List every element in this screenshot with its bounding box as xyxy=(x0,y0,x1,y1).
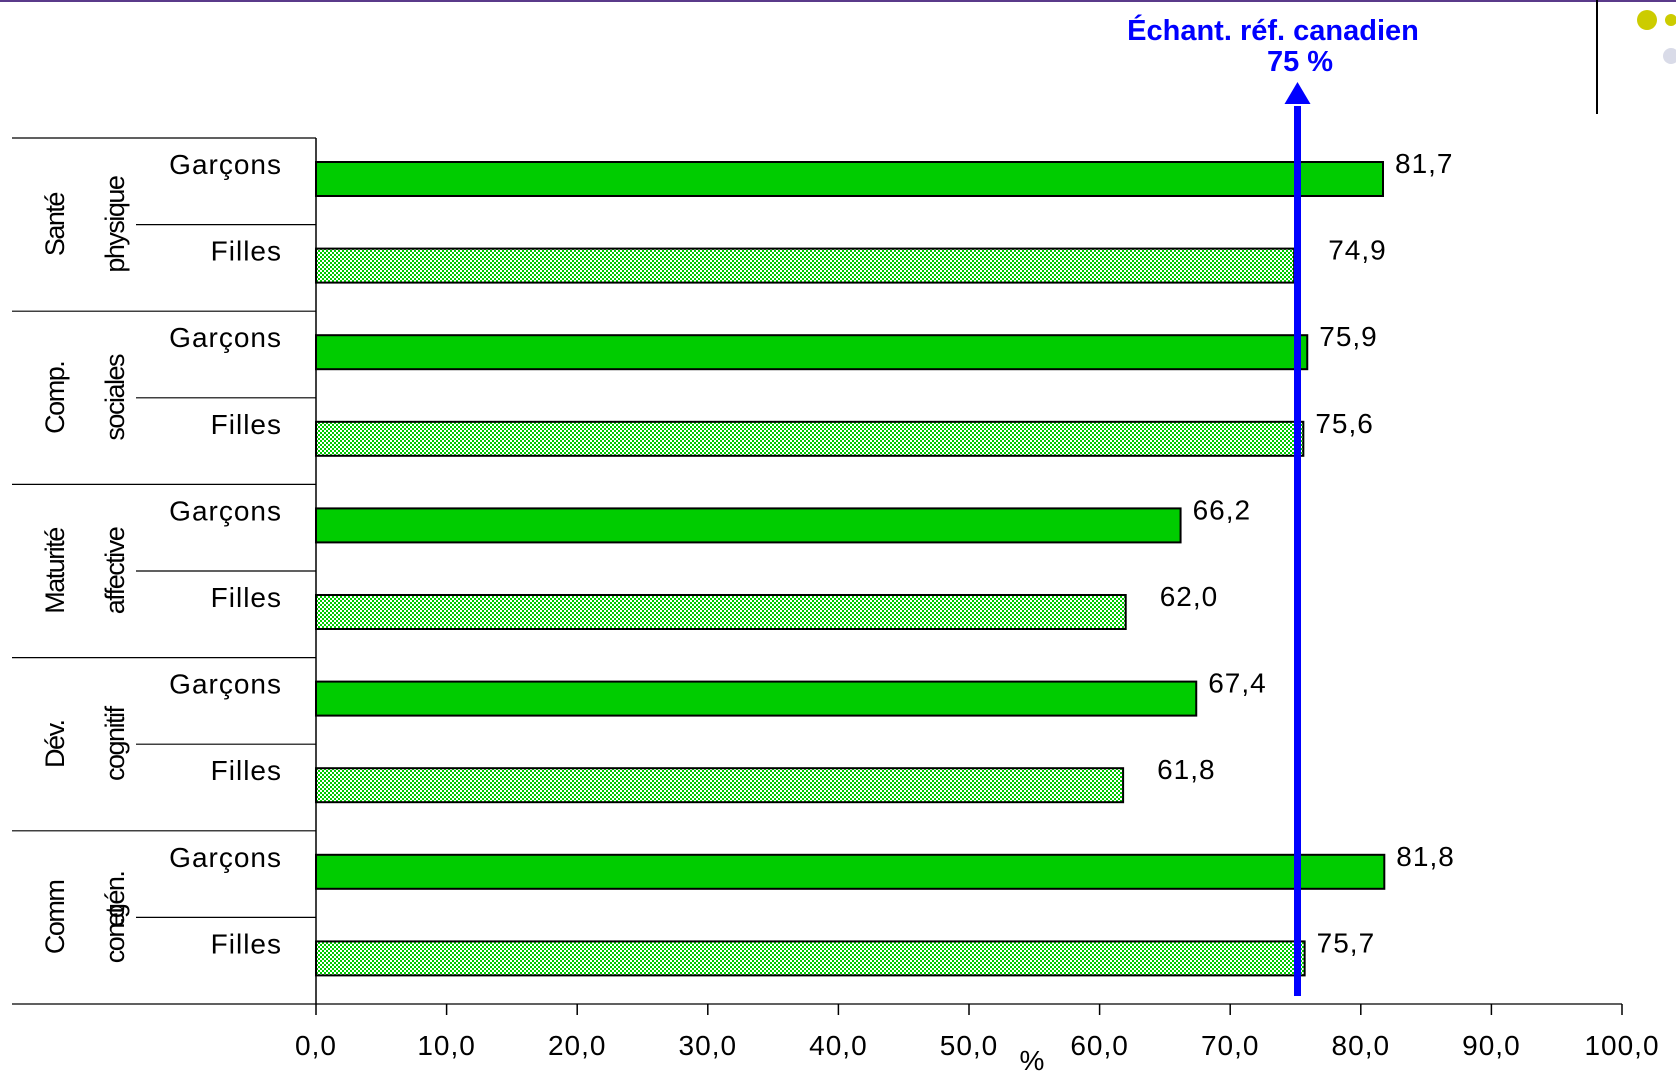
data-label: 74,9 xyxy=(1328,235,1387,266)
bar xyxy=(315,161,1385,197)
decor-dot-yellow-2 xyxy=(1665,14,1676,26)
x-axis: 0,0 10,0 20,0 30,0 40,0 50,0 60,0 70,0 80,0 90,0 1… xyxy=(295,1004,1659,1074)
bar-category-label: Filles xyxy=(211,409,282,440)
bar xyxy=(315,334,1309,371)
data-label: 81,8 xyxy=(1396,841,1455,872)
decor-dot-grey xyxy=(1663,48,1676,64)
x-tick-label: 80,0 xyxy=(1332,1030,1391,1061)
bar xyxy=(315,680,1198,717)
group-label: Maturité affective xyxy=(40,527,130,614)
bar-category-label: Filles xyxy=(211,236,282,267)
data-label: 62,0 xyxy=(1160,581,1219,612)
reference-arrowhead xyxy=(1284,82,1311,104)
data-label: 61,8 xyxy=(1157,754,1216,785)
x-tick-label: 20,0 xyxy=(548,1030,607,1061)
x-tick-label: 50,0 xyxy=(940,1030,999,1061)
chart-frame: Santé physique Garçons Filles Comp. sociales G… xyxy=(12,137,1622,1005)
decor-dot-yellow xyxy=(1637,10,1657,30)
group-label: Comp. sociales xyxy=(40,354,130,441)
bar xyxy=(315,247,1296,284)
x-tick-label: 100,0 xyxy=(1584,1030,1659,1061)
bar xyxy=(315,940,1306,977)
group-label: Santé physique xyxy=(40,176,130,273)
bar-category-label: Filles xyxy=(211,928,282,959)
data-label: 81,7 xyxy=(1395,148,1454,179)
bar-category-label: Garçons xyxy=(169,149,282,180)
bar-category-label: Garçons xyxy=(169,322,282,353)
bar xyxy=(315,507,1182,544)
group-label: Comm etcon.gén. xyxy=(40,872,130,964)
data-label: 75,7 xyxy=(1317,927,1376,958)
x-tick-label: 10,0 xyxy=(417,1030,476,1061)
group-label: Dév. cognitif xyxy=(40,705,130,781)
x-tick-label: 60,0 xyxy=(1070,1030,1129,1061)
bar xyxy=(315,767,1125,804)
data-label: 66,2 xyxy=(1193,494,1252,525)
bar-category-label: Garçons xyxy=(169,842,282,873)
reference-value: 75 % xyxy=(1267,46,1333,78)
data-label: 75,6 xyxy=(1315,408,1374,439)
x-tick-label: 0,0 xyxy=(295,1030,337,1061)
bar-category-label: Filles xyxy=(211,582,282,613)
x-tick-label: 30,0 xyxy=(679,1030,738,1061)
data-label: 67,4 xyxy=(1208,668,1267,699)
data-label: 75,9 xyxy=(1319,321,1378,352)
bar-category-label: Filles xyxy=(211,755,282,786)
bars: 81,7 74,9 75,9 75,6 66,2 62,0 67,4 61,8 81,8 75,7 xyxy=(315,148,1455,977)
bar-category-label: Garçons xyxy=(169,669,282,700)
x-tick-label: 40,0 xyxy=(809,1030,868,1061)
x-tick-label: 90,0 xyxy=(1462,1030,1521,1061)
x-tick-label: 70,0 xyxy=(1201,1030,1260,1061)
reference-label: Échant. réf. canadien xyxy=(1127,13,1419,47)
bar-category-label: Garçons xyxy=(169,495,282,526)
bar xyxy=(315,853,1386,890)
x-axis-label: % xyxy=(1020,1045,1045,1074)
bar xyxy=(315,420,1305,457)
bar xyxy=(315,594,1127,630)
